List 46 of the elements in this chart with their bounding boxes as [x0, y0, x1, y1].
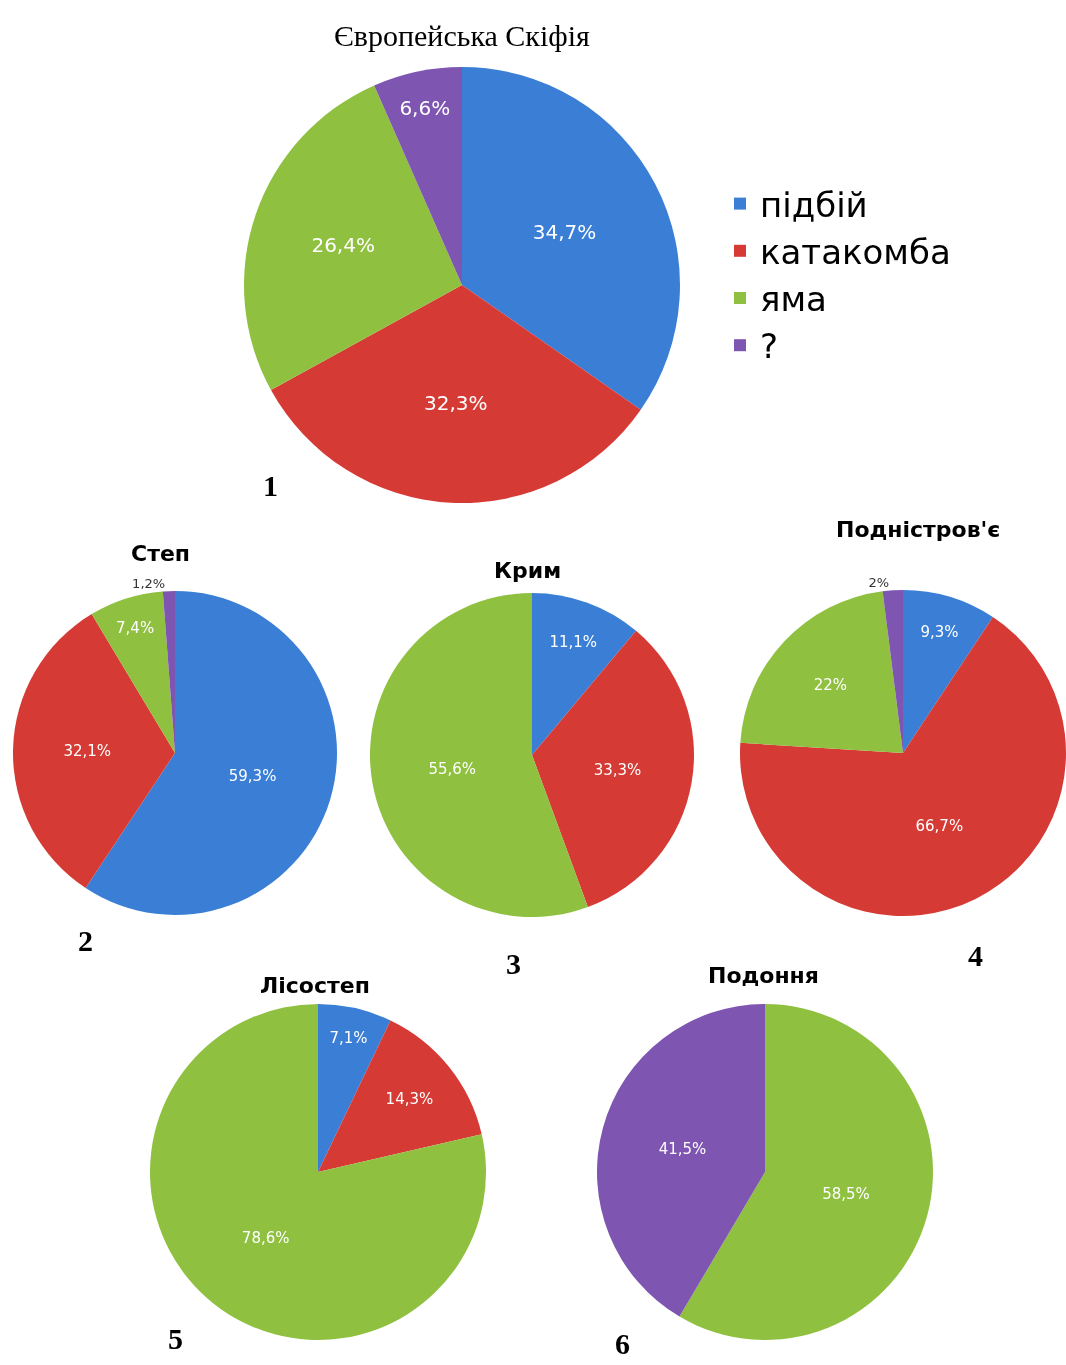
- pie-slice: [13, 614, 175, 889]
- data-label: 66,7%: [915, 816, 964, 835]
- pie-slice: [597, 1004, 765, 1317]
- data-label: 1,2%: [132, 576, 166, 592]
- pie-slice: [244, 85, 462, 391]
- data-label: 7,4%: [116, 618, 155, 637]
- pie-slice: [903, 590, 993, 753]
- data-label: 7,1%: [329, 1028, 368, 1047]
- text: 1: [263, 469, 278, 502]
- pie-slice: [532, 593, 637, 755]
- text: 3: [506, 947, 521, 980]
- data-label: 58,5%: [822, 1185, 870, 1204]
- data-label: 26,4%: [311, 232, 375, 257]
- legend-label: ?: [760, 326, 779, 367]
- text: 4: [968, 939, 983, 972]
- chart-title: Лісостеп: [260, 973, 370, 998]
- data-label: 14,3%: [385, 1089, 434, 1108]
- data-label: 32,1%: [63, 742, 112, 761]
- data-label: 33,3%: [593, 760, 642, 779]
- data-label: 9,3%: [920, 622, 959, 641]
- data-label: 55,6%: [428, 760, 477, 779]
- pie-slice: [740, 617, 1066, 916]
- legend-label: підбій: [760, 184, 868, 225]
- data-label: 41,5%: [658, 1140, 707, 1159]
- text: 5: [168, 1322, 183, 1355]
- text: 6: [615, 1327, 630, 1360]
- chart-title: Степ: [131, 541, 191, 566]
- pie-slice: [532, 630, 694, 908]
- legend-label: катакомба: [760, 232, 951, 273]
- data-label: 34,7%: [532, 219, 597, 244]
- data-label: 59,3%: [228, 767, 277, 786]
- chart-title: Крим: [494, 558, 562, 583]
- data-label: 22%: [813, 675, 848, 694]
- chart-title: Подністров'є: [836, 517, 1001, 542]
- chart-title: Подоння: [708, 963, 819, 988]
- legend-label: яма: [760, 279, 827, 320]
- data-label: 2%: [868, 575, 890, 591]
- data-label: 6,6%: [399, 96, 451, 121]
- pie-slice: [740, 591, 903, 753]
- pie-slice: [374, 67, 462, 285]
- chart-title: Європейська Скіфія: [334, 19, 591, 52]
- pie-slice: [318, 1020, 482, 1172]
- text: 2: [78, 924, 93, 957]
- data-label: 32,3%: [423, 390, 488, 415]
- data-label: 11,1%: [549, 632, 598, 651]
- data-label: 78,6%: [241, 1228, 290, 1247]
